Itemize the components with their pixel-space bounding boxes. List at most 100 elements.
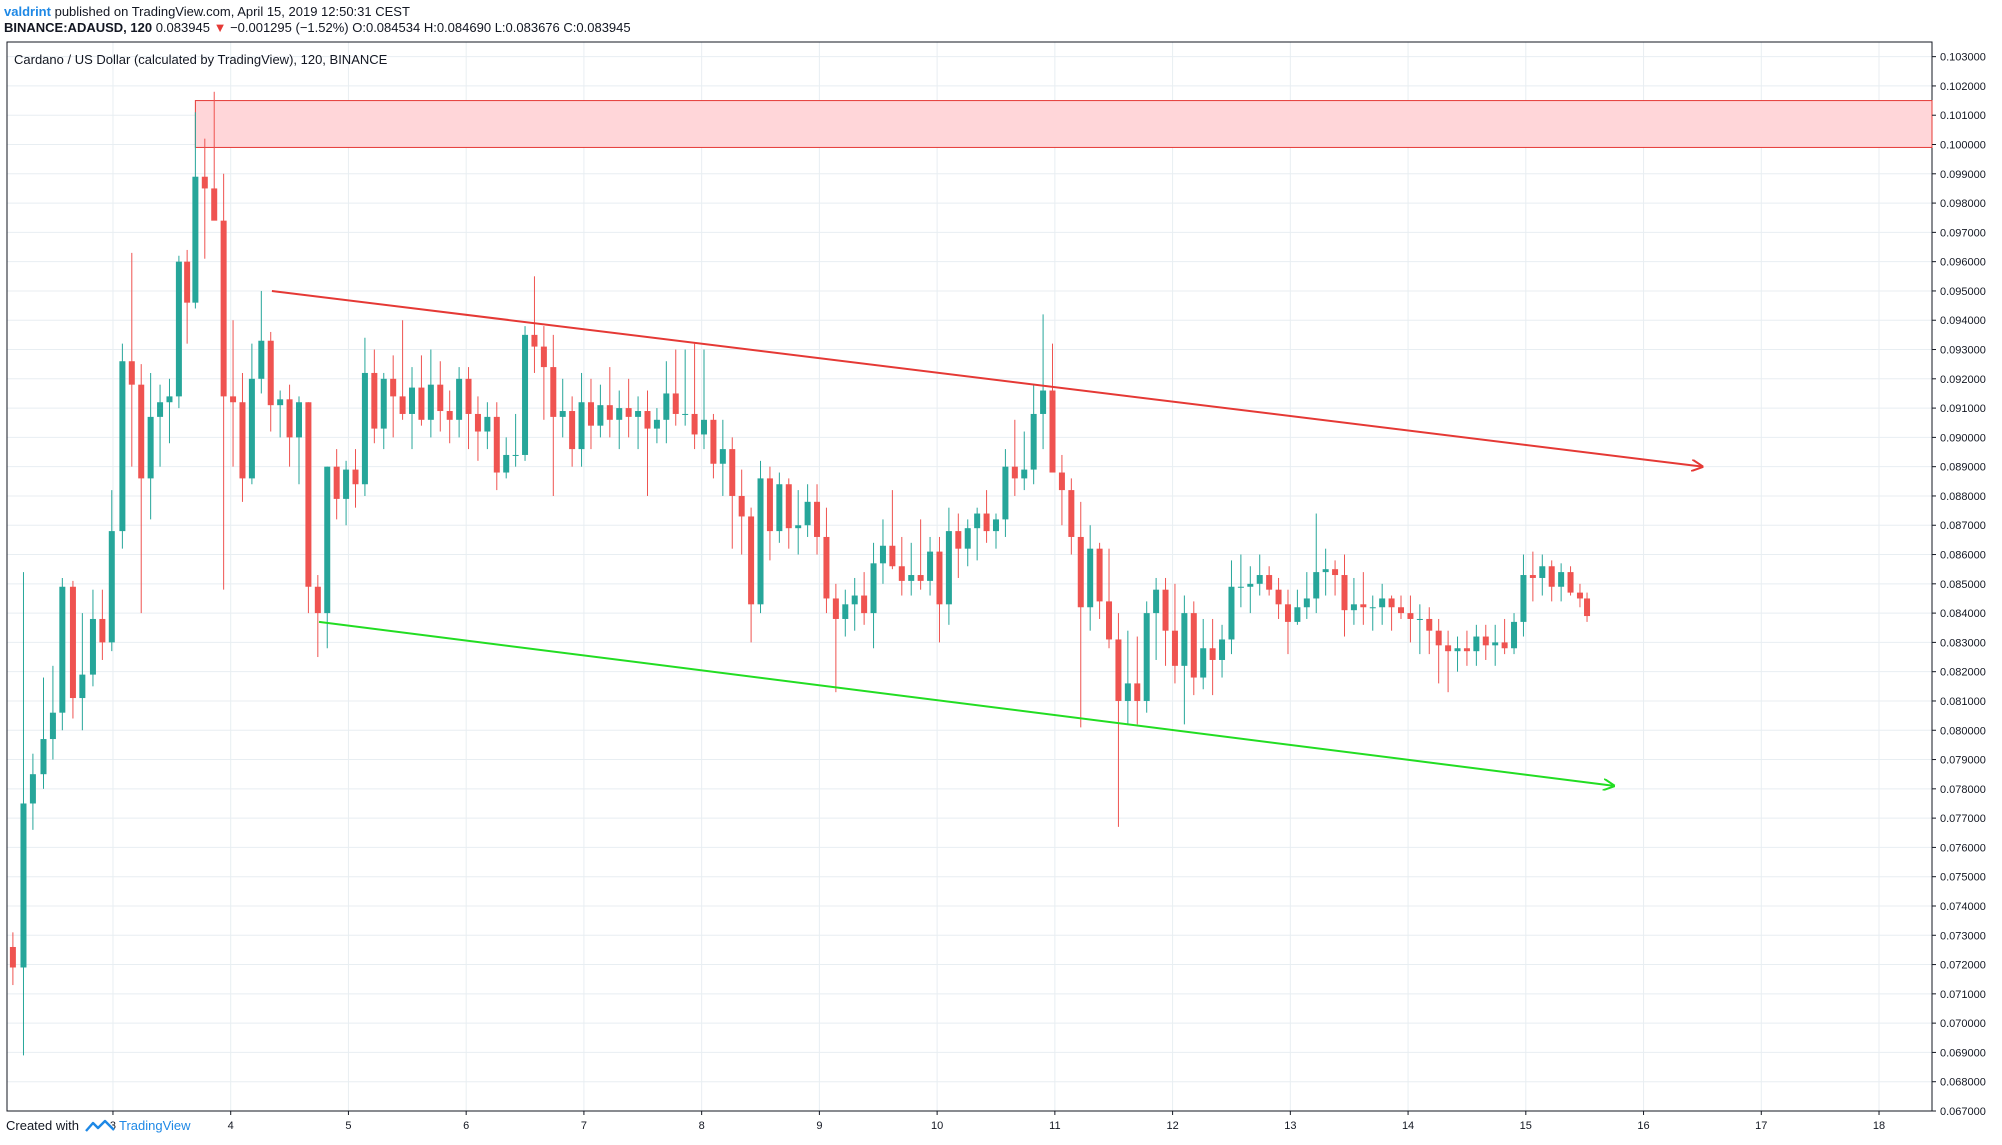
x-tick-label: 16 xyxy=(1637,1120,1649,1132)
candle-down xyxy=(898,536,905,596)
candle-down xyxy=(371,349,378,444)
candle-up xyxy=(776,472,783,543)
candle-body xyxy=(587,402,594,426)
candle-up xyxy=(258,290,265,394)
candle-body xyxy=(258,340,265,379)
candle-down xyxy=(1398,595,1405,619)
candle-up xyxy=(927,536,934,596)
candle-body xyxy=(1584,598,1591,617)
candle-up xyxy=(1511,613,1518,655)
candle-body xyxy=(1454,648,1461,652)
y-tick-label: 0.084000 xyxy=(1940,608,1986,620)
candle-body xyxy=(89,618,96,675)
candle-up xyxy=(175,255,182,409)
candle-body xyxy=(69,586,76,699)
candle-up xyxy=(992,513,999,549)
author-link[interactable]: valdrint xyxy=(4,4,51,19)
candle-body xyxy=(1058,472,1065,491)
candle-up xyxy=(945,507,952,625)
candle-body xyxy=(531,334,538,347)
y-tick-label: 0.067000 xyxy=(1940,1106,1986,1118)
candle-down xyxy=(352,449,359,508)
y-tick-label: 0.093000 xyxy=(1940,345,1986,357)
candle-body xyxy=(1511,621,1518,649)
candle-body xyxy=(1181,613,1188,666)
candle-down xyxy=(1435,618,1442,684)
tradingview-link[interactable]: TradingView xyxy=(118,1118,191,1133)
candle-down xyxy=(230,320,237,467)
candle-body xyxy=(201,176,208,189)
candle-down xyxy=(69,580,76,719)
candle-body xyxy=(314,586,321,614)
candle-body xyxy=(644,411,651,429)
candle-up xyxy=(1030,384,1037,485)
candle-down xyxy=(138,364,145,614)
candle-down xyxy=(211,91,218,221)
high-value: 0.084690 xyxy=(436,20,492,35)
candle-up xyxy=(870,542,877,649)
candle-down xyxy=(625,378,632,438)
x-tick-label: 7 xyxy=(581,1120,587,1132)
candle-down xyxy=(1058,454,1065,526)
candle-up xyxy=(29,753,36,830)
candle-body xyxy=(898,566,905,581)
candle-up xyxy=(1558,563,1565,602)
candle-body xyxy=(1360,604,1367,608)
candle-up xyxy=(79,613,86,731)
y-tick-label: 0.079000 xyxy=(1940,755,1986,767)
candle-body xyxy=(147,416,154,479)
candle-up xyxy=(1322,548,1329,596)
candle-body xyxy=(851,595,858,605)
candle-up xyxy=(1473,624,1480,666)
candle-body xyxy=(59,586,66,713)
candle-down xyxy=(1049,343,1056,473)
candle-body xyxy=(936,551,943,605)
candle-body xyxy=(1162,589,1169,631)
candle-down xyxy=(1115,613,1122,827)
y-tick-label: 0.100000 xyxy=(1940,140,1986,152)
candle-body xyxy=(352,469,359,485)
candle-down xyxy=(1501,618,1508,655)
candle-down xyxy=(644,390,651,496)
candle-up xyxy=(49,665,56,760)
candle-body xyxy=(1106,601,1113,640)
candle-body xyxy=(1445,645,1452,652)
close-value: 0.083945 xyxy=(576,20,631,35)
candle-up xyxy=(409,367,416,450)
candle-down xyxy=(286,384,293,467)
candle-up xyxy=(1219,624,1226,678)
candle-up xyxy=(147,372,154,520)
candle-up xyxy=(248,343,255,485)
candle-up xyxy=(879,519,886,584)
candle-up xyxy=(663,361,670,444)
candle-body xyxy=(390,378,397,397)
candle-down xyxy=(1077,501,1084,728)
candle-body xyxy=(1567,572,1574,593)
candle-body xyxy=(1228,586,1235,640)
candle-up xyxy=(192,112,199,309)
candle-down xyxy=(1171,583,1178,684)
time-axis[interactable]: 3 4 5 6 7 8 9 10 11 12 13 14 15 16 17 18 xyxy=(110,1111,1885,1132)
candle-body xyxy=(128,361,135,385)
candle-down xyxy=(955,513,962,578)
candle-body xyxy=(559,411,566,417)
candle-body xyxy=(79,674,86,699)
y-tick-label: 0.068000 xyxy=(1940,1077,1986,1089)
price-axis[interactable]: 0.067000 0.068000 0.069000 0.070000 0.071000… xyxy=(1932,52,1986,1118)
candle-body xyxy=(1548,566,1555,587)
y-tick-label: 0.094000 xyxy=(1940,315,1986,327)
candle-body xyxy=(456,378,463,420)
candle-down xyxy=(99,589,106,660)
candle-body xyxy=(1341,575,1348,611)
candle-body xyxy=(230,396,237,403)
candle-body xyxy=(814,501,821,537)
x-tick-label: 4 xyxy=(228,1120,234,1132)
candle-body xyxy=(766,478,773,532)
candle-body xyxy=(361,372,368,485)
candle-body xyxy=(277,399,284,406)
candle-up xyxy=(1143,601,1150,713)
candle-body xyxy=(879,545,886,564)
last-price: 0.083945 xyxy=(155,20,210,35)
candle-down xyxy=(1106,548,1113,649)
